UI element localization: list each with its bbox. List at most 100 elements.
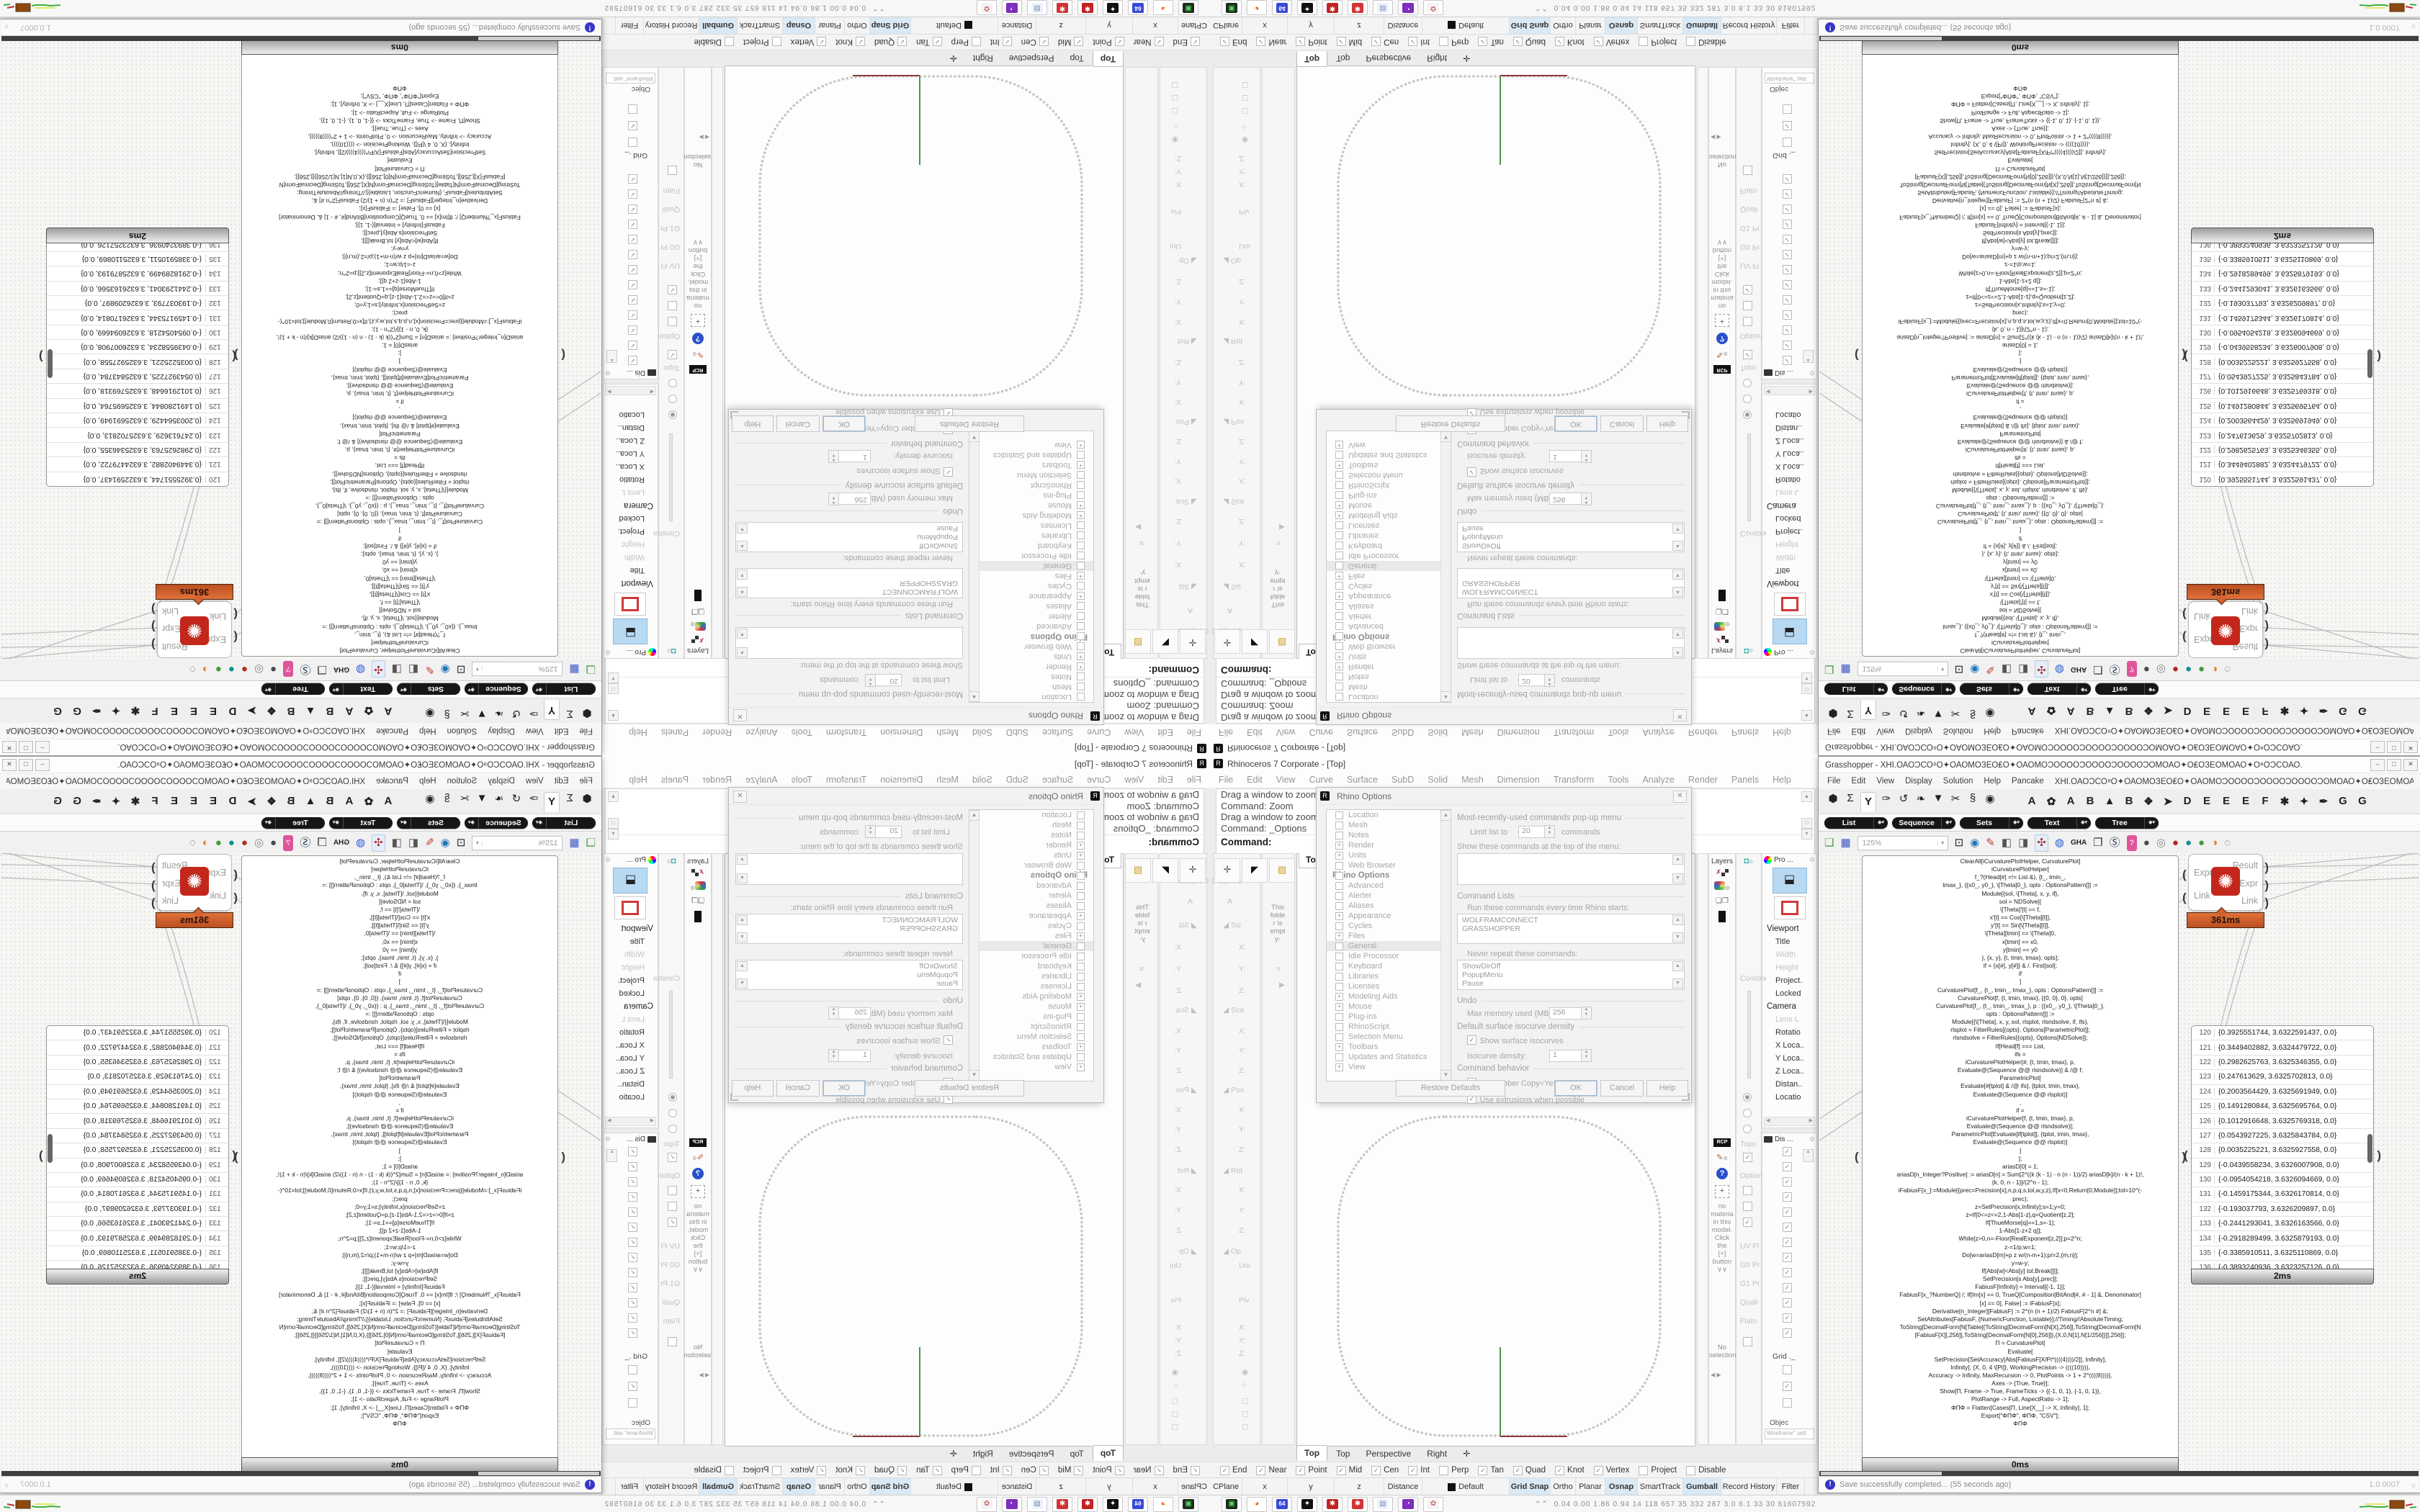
osnap-toggle[interactable]: Int [990, 37, 1012, 47]
window-button[interactable]: □ [2387, 741, 2401, 754]
osnap-toggle[interactable]: Vertex [1593, 37, 1629, 47]
osnap-toggle[interactable]: Project [1639, 1465, 1677, 1475]
finder-icon[interactable]: Ⓢ [2109, 663, 2120, 675]
layers-panel-title[interactable]: Layers [1711, 647, 1733, 654]
expand-icon[interactable] [1077, 481, 1085, 489]
options-tree-item[interactable]: Libraries [1327, 531, 1451, 541]
expand-icon[interactable] [1077, 632, 1085, 640]
component-tab-icon[interactable]: ↺ [1899, 792, 1909, 805]
data-scrollbar-thumb[interactable] [48, 349, 53, 378]
category-pill[interactable]: Tree ◆▾ [2095, 816, 2159, 829]
viewport-tab[interactable]: Top [1336, 53, 1350, 63]
expand-icon[interactable] [1335, 552, 1343, 559]
dialog-title-bar[interactable]: R Rhino Options ✕ [729, 788, 1103, 805]
hamburger-icon[interactable]: ≡ [1276, 965, 1281, 973]
options-tree-item[interactable]: Notes [1327, 830, 1451, 840]
rhino-menu-item[interactable]: Analyze [1642, 727, 1675, 738]
status-cell[interactable]: Record History [1721, 1478, 1777, 1495]
cap-mini-toolbar[interactable]: ◤ [1242, 629, 1268, 654]
viewport-props-button[interactable]: ⬓ [1772, 618, 1807, 644]
property-row[interactable]: Locked [1775, 514, 1801, 523]
category-pill[interactable]: List ◆▾ [532, 816, 596, 829]
component-tab-icon[interactable]: ✑ [529, 792, 539, 805]
hamburger-icon[interactable]: ≡ [1139, 965, 1144, 973]
resize-grip[interactable] [730, 1093, 738, 1101]
options-tree-item[interactable]: + Toolbars [1327, 1042, 1451, 1052]
taskbar-app-button[interactable]: ✦ [1103, 0, 1123, 16]
plugin-tab-icon[interactable]: ✿ [364, 704, 374, 716]
expand-icon[interactable]: + [1335, 912, 1343, 920]
sketch-icon[interactable]: ✎ [425, 663, 434, 675]
component-tab-icon[interactable]: Σ [566, 708, 573, 721]
options-tree-item[interactable]: Updates and Statistics [969, 450, 1093, 460]
status-cell[interactable]: Planar [1576, 17, 1605, 34]
plugin-tab-icon[interactable]: E [171, 795, 179, 807]
status-cell[interactable]: Gumball [699, 17, 737, 34]
category-pill[interactable]: Sets ◆▾ [1960, 683, 2023, 696]
options-tree-item[interactable]: Idle Processor [1327, 551, 1451, 561]
options-tree-item[interactable]: Location [1327, 692, 1451, 702]
options-tree-item[interactable]: + Modeling Aids [1327, 510, 1451, 521]
expand-icon[interactable] [1335, 562, 1343, 570]
ghost-checkbox[interactable] [668, 166, 677, 175]
input-link[interactable]: Link [210, 891, 226, 901]
status-cell[interactable]: Osnap [782, 17, 815, 34]
rhino-menu-item[interactable]: Render [702, 774, 732, 785]
grasshopper-menu-item[interactable]: Display [1905, 777, 1932, 786]
plugin-tab-icon[interactable]: B [2086, 705, 2094, 717]
grid-checkbox[interactable] [628, 1382, 637, 1392]
rhino-menu-item[interactable]: Curve [1309, 727, 1333, 738]
options-tree-item[interactable]: + Appearance [969, 911, 1093, 921]
data-panel[interactable]: ( ) 120 {0.3925551744, 3.6322591437, 0.0}… [39, 1025, 236, 1284]
options-tree-item[interactable]: + Toolbars [1327, 460, 1451, 470]
osnap-toggle[interactable]: End [1173, 1465, 1200, 1475]
rhino-menu-item[interactable]: Solid [1428, 727, 1448, 738]
display-checkbox[interactable] [628, 1177, 637, 1187]
component-tab-icon[interactable]: ✂ [460, 792, 470, 805]
options-tree-item[interactable]: Notes [969, 672, 1093, 682]
layer-state-icons[interactable]: ✗ [1709, 636, 1735, 644]
expand-icon[interactable] [1335, 693, 1343, 701]
grasshopper-menu-item[interactable]: Display [488, 726, 515, 735]
layer-x-icon[interactable]: ✗ [699, 636, 704, 644]
plugin-tab-icon[interactable]: B [2125, 705, 2133, 717]
expand-icon[interactable] [1335, 902, 1343, 910]
taskbar-app-button[interactable]: ✦ [1297, 1496, 1317, 1512]
osnap-toggle[interactable]: Cen [1371, 1465, 1399, 1475]
never-repeat-item[interactable]: ShowDirOff [1462, 541, 1501, 550]
rhino-menu-item[interactable]: Edit [1157, 727, 1173, 738]
rhino-menu-item[interactable]: Dimension [1497, 774, 1540, 785]
plugin-tab-icon[interactable]: F [151, 795, 158, 807]
rhino-menu-item[interactable]: File [1219, 774, 1234, 785]
expand-icon[interactable]: + [1335, 652, 1343, 660]
window-button[interactable]: ✕ [2, 758, 17, 771]
window-button[interactable]: □ [19, 741, 33, 754]
plugin-tab-icon[interactable]: A [2027, 795, 2036, 807]
component-tab-icon[interactable]: Σ [566, 791, 573, 804]
taskbar-app-button[interactable]: ◔ [1002, 0, 1022, 16]
bag-icon[interactable]: ? [283, 661, 294, 677]
options-tree-item[interactable]: Licenses [1327, 521, 1451, 531]
rhino-menu-item[interactable]: Tools [791, 774, 812, 785]
wolfram-code-panel[interactable]: ( ) ClearAll[iCurvaturePlotHelper, Curva… [234, 855, 565, 1471]
ghost-radio[interactable] [668, 1109, 677, 1117]
expand-icon[interactable]: + [1335, 932, 1343, 940]
rhino-menu-item[interactable]: SubD [1005, 774, 1028, 785]
property-row[interactable]: Locatio [1775, 410, 1801, 419]
canvas-hscrollbar[interactable] [1819, 36, 2419, 41]
props-hscrollbar[interactable]: ◀ ▶ [1764, 1117, 1815, 1126]
options-tree-item[interactable]: + Render [969, 662, 1093, 672]
density-input[interactable]: 1 [1549, 1050, 1584, 1062]
taskbar-app-button[interactable]: ◕ [1247, 0, 1267, 16]
status-cell[interactable]: Distance [1384, 1478, 1422, 1495]
property-row[interactable]: Width [624, 553, 645, 562]
resize-grip[interactable]: ⠿ [4, 1483, 9, 1490]
status-cell[interactable]: z [1335, 17, 1384, 34]
property-row[interactable]: Width [624, 950, 645, 959]
display-checkbox[interactable] [1783, 340, 1792, 350]
expand-icon[interactable] [1077, 622, 1085, 630]
grasshopper-menu-item[interactable]: Help [1984, 777, 2002, 786]
limit-input[interactable]: 20 [873, 674, 902, 686]
group-green-icon[interactable]: ● [215, 663, 222, 675]
property-row[interactable]: Lens L [1775, 488, 1800, 497]
